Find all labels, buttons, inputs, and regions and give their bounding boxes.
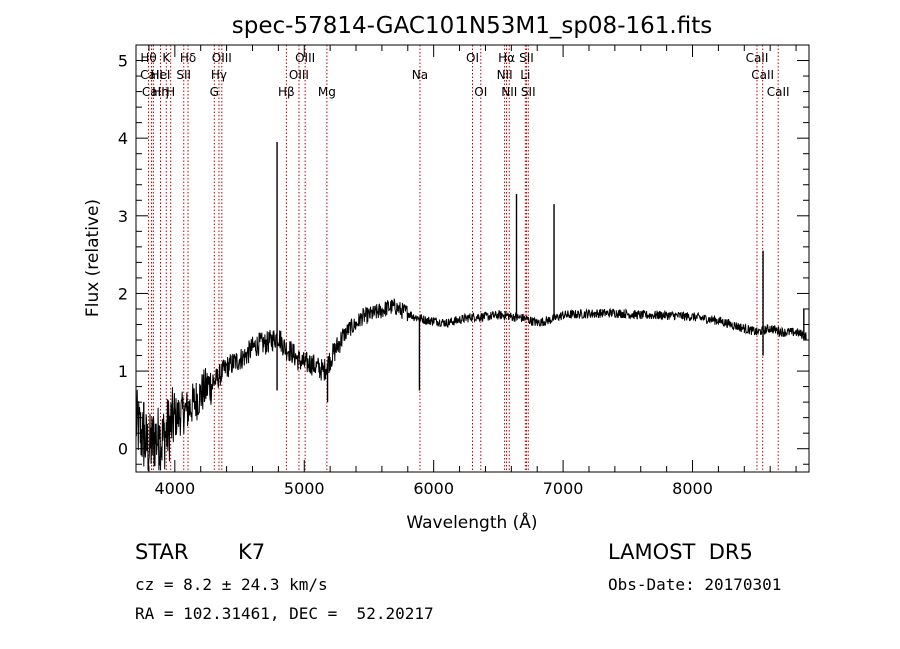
- line-label: CaII: [751, 68, 774, 82]
- line-label: Li: [520, 68, 530, 82]
- line-label: Hδ: [180, 51, 196, 65]
- line-label: Hγ: [211, 68, 227, 82]
- x-tick-label: 8000: [672, 479, 713, 498]
- x-tick-label: 5000: [284, 479, 325, 498]
- line-label: HeI: [150, 68, 170, 82]
- line-label: Mg: [318, 85, 336, 99]
- line-label: OI: [466, 51, 479, 65]
- line-label: G: [210, 85, 219, 99]
- y-axis-label: Flux (relative): [83, 199, 103, 317]
- x-axis-label: Wavelength (Å): [406, 511, 537, 533]
- object-class: STAR: [135, 540, 189, 564]
- x-tick-label: 7000: [543, 479, 584, 498]
- plot-frame: [135, 44, 810, 473]
- line-label: SII: [519, 51, 534, 65]
- y-tick-label: 1: [118, 362, 128, 381]
- feature-group: [143, 142, 805, 465]
- y-tick-label: 3: [118, 207, 128, 226]
- y-tick-label: 4: [118, 129, 128, 148]
- line-label: OIII: [295, 51, 315, 65]
- redshift-text: cz = 8.2 ± 24.3 km/s: [135, 575, 328, 594]
- coordinates-text: RA = 102.31461, DEC = 52.20217: [135, 604, 434, 623]
- line-label: CaII: [746, 51, 769, 65]
- line-label: CaII: [142, 85, 165, 99]
- line-label: OIII: [289, 68, 309, 82]
- line-label: H: [166, 85, 175, 99]
- x-tick-label: 6000: [413, 479, 454, 498]
- line-label: Hβ: [278, 85, 295, 99]
- line-label: NII: [501, 85, 517, 99]
- line-label: Na: [412, 68, 428, 82]
- object-subclass: K7: [238, 540, 266, 564]
- y-axis: 0 1 2 3 4 5: [118, 52, 809, 465]
- line-label: OI: [474, 85, 487, 99]
- line-label: Hθ: [140, 51, 156, 65]
- line-label: CaII: [767, 85, 790, 99]
- x-tick-label: 4000: [154, 479, 195, 498]
- line-label: Hα: [498, 51, 515, 65]
- y-tick-label: 2: [118, 284, 128, 303]
- line-label: NII: [497, 68, 513, 82]
- line-marker-group: [148, 45, 779, 472]
- y-tick-label: 5: [118, 52, 128, 71]
- line-label: CaII: [140, 68, 163, 82]
- y-tick-label: 0: [118, 440, 128, 459]
- x-axis: 4000 5000 6000 7000 8000: [148, 45, 797, 498]
- survey-label: LAMOST DR5: [608, 540, 753, 564]
- chart-title: spec-57814-GAC101N53M1_sp08-161.fits: [232, 13, 712, 39]
- line-label: K: [162, 51, 171, 65]
- line-label: SII: [176, 68, 191, 82]
- obs-date-text: Obs-Date: 20170301: [608, 575, 782, 594]
- line-label: OIII: [212, 51, 232, 65]
- line-label: Hη: [152, 85, 169, 99]
- spectrum-line: [135, 298, 807, 472]
- line-label: SII: [521, 85, 536, 99]
